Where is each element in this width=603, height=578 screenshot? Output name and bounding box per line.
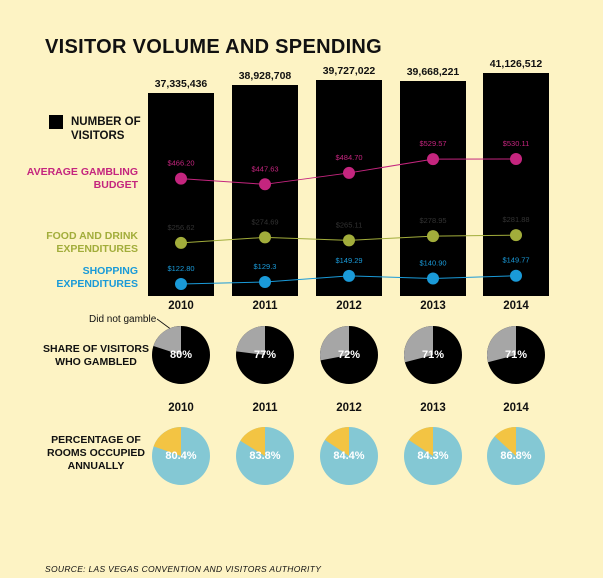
gambled-pie-minor-slice — [403, 326, 433, 363]
bar-2012 — [316, 80, 382, 296]
occupancy-pie-2011: 83.8% — [235, 426, 295, 486]
gambled-pie-value-label: 72% — [337, 349, 361, 361]
bar-value-label: 39,668,221 — [406, 65, 460, 78]
occupancy-pie-minor-slice — [324, 427, 349, 456]
series-label-gambling: AVERAGE GAMBLING BUDGET — [26, 166, 138, 191]
gambled-pie-2012: 72% — [319, 325, 379, 385]
source-note: SOURCE: LAS VEGAS CONVENTION AND VISITOR… — [45, 564, 322, 574]
occupancy-pie-value-label: 83.8% — [249, 450, 281, 462]
gambled-pie-value-label: 71% — [504, 349, 528, 361]
occupancy-pie-value-label: 84.4% — [333, 450, 365, 462]
occupancy-pie-value-label: 86.8% — [500, 450, 532, 462]
year-label: 2014 — [503, 402, 529, 414]
occupancy-pie-minor-slice — [408, 427, 433, 456]
bar-value-label: 41,126,512 — [489, 58, 543, 70]
gambled-pie-minor-slice — [486, 326, 516, 363]
legend-swatch — [49, 115, 63, 129]
year-label: 2013 — [420, 402, 446, 414]
gambled-pie-2013: 71% — [403, 325, 463, 385]
year-label: 2011 — [252, 300, 278, 312]
bar-value-label: 37,335,436 — [154, 78, 208, 90]
bar-2011 — [232, 84, 298, 296]
series-label-shopping: SHOPPING EXPENDITURES — [56, 265, 138, 290]
gambled-pie-2014: 71% — [486, 325, 546, 385]
occupancy-pie-value-label: 80.4% — [165, 450, 197, 462]
legend-label: NUMBER OF VISITORS — [71, 116, 141, 142]
year-label: 2010 — [168, 402, 194, 414]
gambled-pie-minor-slice — [236, 326, 265, 355]
chart-title: VISITOR VOLUME AND SPENDING — [45, 36, 383, 58]
gambled-pie-value-label: 77% — [253, 349, 277, 361]
year-label: 2012 — [336, 402, 362, 414]
bar-2013 — [400, 80, 466, 296]
series-label-food: FOOD AND DRINK EXPENDITURES — [46, 230, 138, 255]
year-label: 2014 — [503, 300, 529, 312]
bar-2014 — [483, 73, 549, 296]
occupancy-pie-2010: 80.4% — [151, 426, 211, 486]
gambled-pie-2010: 80% — [151, 325, 211, 385]
occupancy-pie-minor-slice — [153, 427, 181, 456]
year-label: 2011 — [252, 402, 278, 414]
bar-2010 — [148, 93, 214, 296]
occupancy-pie-2013: 84.3% — [403, 426, 463, 486]
gambled-pie-minor-slice — [319, 326, 349, 361]
share-gambled-label: SHARE OF VISITORS WHO GAMBLED — [43, 343, 149, 368]
gambled-pie-value-label: 80% — [169, 349, 193, 361]
occupancy-label: PERCENTAGE OF ROOMS OCCUPIED ANNUALLY — [46, 434, 145, 472]
occupancy-pie-2012: 84.4% — [319, 426, 379, 486]
gambled-pie-minor-slice — [153, 326, 181, 355]
occupancy-pie-2014: 86.8% — [486, 426, 546, 486]
gambled-pie-2011: 77% — [235, 325, 295, 385]
did-not-gamble-label: Did not gamble — [89, 314, 157, 325]
year-label: 2012 — [336, 300, 362, 312]
gambled-pie-value-label: 71% — [421, 349, 445, 361]
bar-value-label: 38,928,708 — [238, 69, 292, 82]
year-label: 2013 — [420, 300, 446, 312]
occupancy-pie-value-label: 84.3% — [417, 450, 449, 462]
occupancy-pie-minor-slice — [494, 427, 516, 456]
year-label: 2010 — [168, 300, 194, 312]
bar-value-label: 39,727,022 — [322, 65, 376, 78]
occupancy-pie-minor-slice — [240, 427, 265, 456]
